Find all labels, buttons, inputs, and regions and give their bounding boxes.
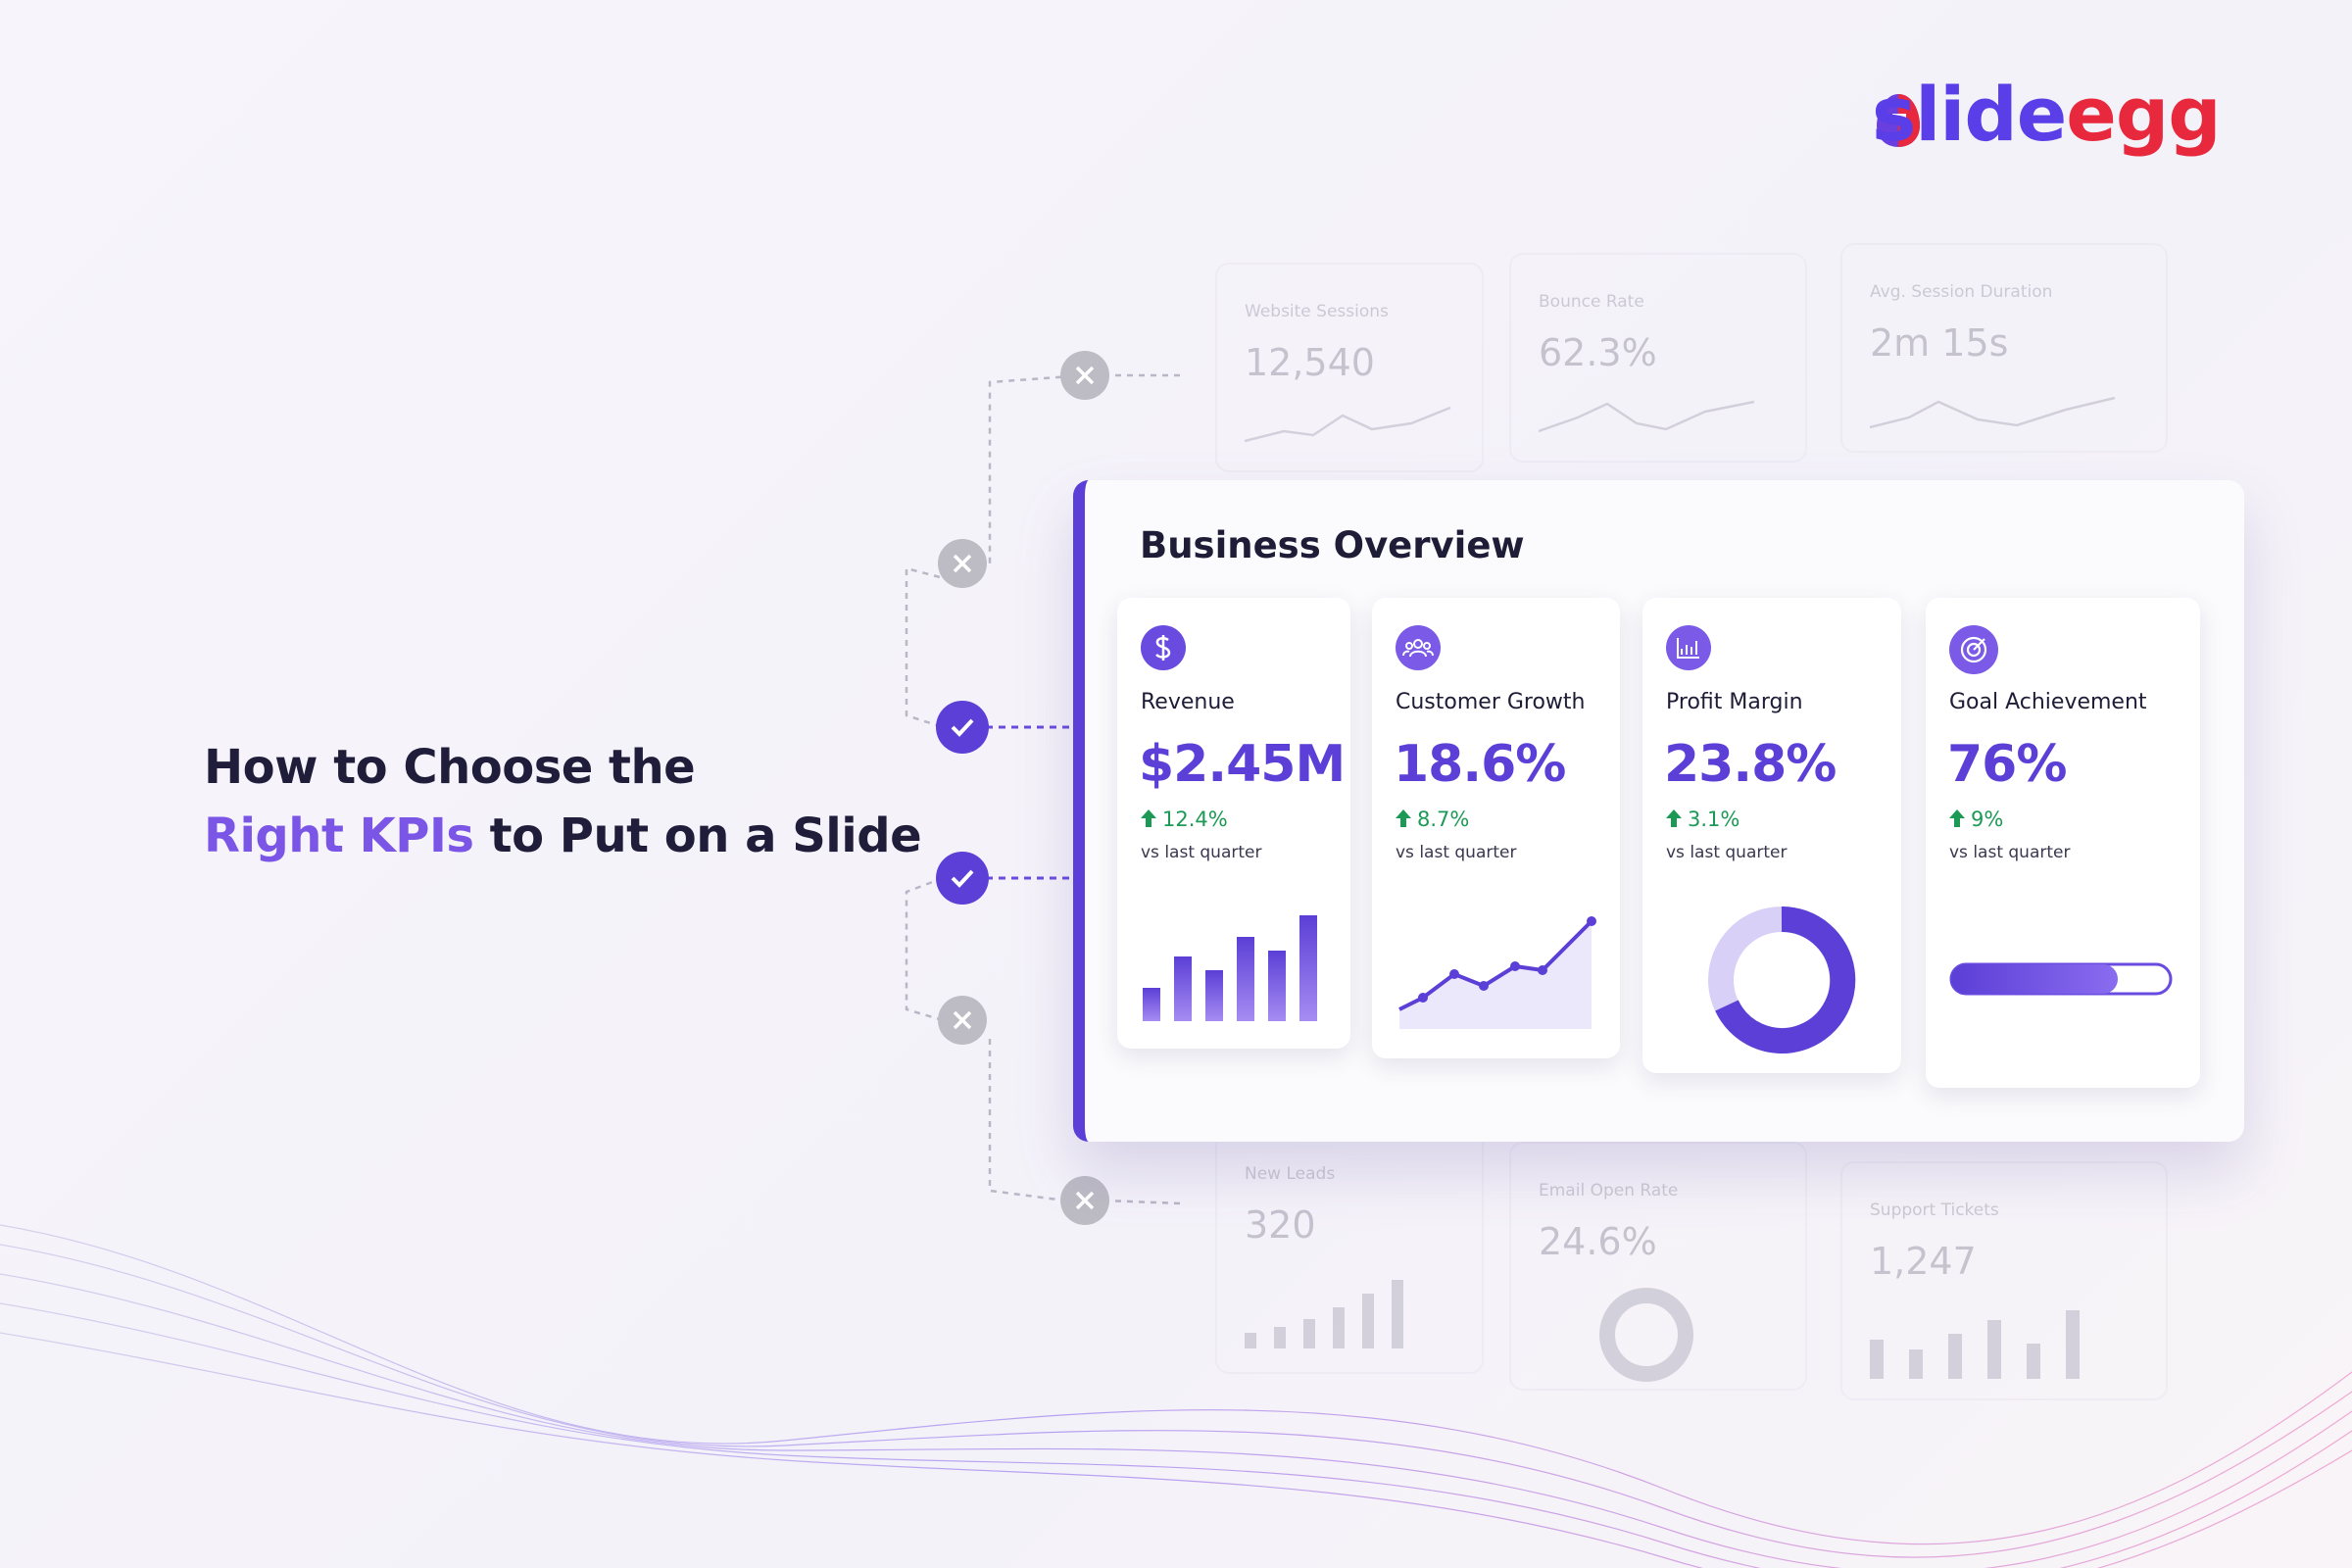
faded-card: Support Tickets 1,247 xyxy=(1840,1161,2168,1400)
sparkline xyxy=(1870,396,2116,429)
kpi-label: Revenue xyxy=(1141,690,1235,714)
waves xyxy=(0,1224,2352,1568)
card-label: Support Tickets xyxy=(1870,1200,1999,1220)
up-arrow xyxy=(1396,809,1411,827)
faded-card: Website Sessions 12,540 xyxy=(1215,263,1484,472)
card-label: Avg. Session Duration xyxy=(1870,282,2053,302)
kpi-change-text: 8.7% xyxy=(1417,808,1470,831)
line-art xyxy=(1398,916,1596,1029)
faded-card: New Leads 320 xyxy=(1215,1125,1484,1374)
brand-icon xyxy=(1877,94,1920,147)
kpi-change: 9% xyxy=(1949,808,2003,831)
headline: How to Choose the Right KPIs to Put on a… xyxy=(204,733,922,870)
kpi-change-text: 3.1% xyxy=(1688,808,1740,831)
headline-highlight: Right KPIs xyxy=(204,808,474,863)
brand-part: egg xyxy=(2066,71,2221,158)
bar-art xyxy=(1143,915,1317,1021)
sparkline xyxy=(1245,406,1451,443)
faded-card: Bounce Rate 62.3% xyxy=(1509,253,1807,463)
faded-card: Avg. Session Duration 2m 15s xyxy=(1840,243,2168,453)
connectors xyxy=(905,373,1182,1205)
kpi-label: Goal Achievement xyxy=(1949,690,2147,714)
kpi-note: vs last quarter xyxy=(1141,843,1262,862)
kpi-icon xyxy=(1666,625,1711,670)
kpi-card: Customer Growth 18.6% 8.7% vs last quart… xyxy=(1372,598,1620,1058)
kpi-icon xyxy=(1141,625,1186,670)
kpi-label: Customer Growth xyxy=(1396,690,1586,714)
kpi-icon xyxy=(1396,625,1441,670)
accept-marks xyxy=(936,701,989,905)
card-value: 2m 15s xyxy=(1870,321,2009,365)
donut-art xyxy=(1708,906,1856,1054)
kpi-label: Profit Margin xyxy=(1666,690,1803,714)
kpi-change: 3.1% xyxy=(1666,808,1740,831)
card-value: 24.6% xyxy=(1539,1220,1657,1263)
kpi-card: Goal Achievement 76% 9% vs last quarter xyxy=(1926,598,2200,1088)
card-value: 62.3% xyxy=(1539,331,1657,374)
kpi-value: $2.45M xyxy=(1139,735,1346,794)
kpi-value: 76% xyxy=(1947,735,2067,794)
kpi-icon xyxy=(1949,625,1998,674)
sparkline xyxy=(1539,400,1755,433)
headline-text: to Put on a Slide xyxy=(489,808,922,863)
kpi-value: 23.8% xyxy=(1664,735,1837,794)
up-arrow xyxy=(1666,809,1682,827)
bar-art xyxy=(1870,1310,2080,1379)
reject-marks xyxy=(938,351,1109,1225)
kpi-change-text: 9% xyxy=(1971,808,2004,831)
kpi-card: Profit Margin 23.8% 3.1% vs last quarter xyxy=(1642,598,1901,1073)
kpi-note: vs last quarter xyxy=(1949,843,2071,862)
headline-line: How to Choose the xyxy=(204,740,696,795)
card-value: 12,540 xyxy=(1245,341,1375,384)
kpi-note: vs last quarter xyxy=(1396,843,1517,862)
kpi-note: vs last quarter xyxy=(1666,843,1788,862)
card-value: 1,247 xyxy=(1870,1240,1977,1283)
card-label: New Leads xyxy=(1245,1164,1336,1184)
kpi-change: 8.7% xyxy=(1396,808,1469,831)
progress-art xyxy=(1949,962,2173,996)
up-arrow xyxy=(1141,809,1156,827)
card-label: Bounce Rate xyxy=(1539,292,1644,312)
kpi-value: 18.6% xyxy=(1394,735,1566,794)
headline-line: Right KPIs to Put on a Slide xyxy=(204,802,922,870)
selected-connectors xyxy=(986,725,1073,880)
card-value: 320 xyxy=(1245,1203,1316,1247)
panel-title: Business Overview xyxy=(1140,524,1525,566)
faded-card: Email Open Rate 24.6% xyxy=(1509,1142,1807,1391)
card-label: Website Sessions xyxy=(1245,302,1389,321)
bar-art xyxy=(1245,1280,1403,1348)
card-label: Email Open Rate xyxy=(1539,1181,1679,1200)
brand-part: slide xyxy=(1872,71,2067,158)
brand-logo: slideegg xyxy=(1872,71,2222,158)
kpi-card: Revenue $2.45M 12.4% vs last quarter xyxy=(1117,598,1350,1049)
kpi-change-text: 12.4% xyxy=(1162,808,1228,831)
donut-art xyxy=(1599,1288,1693,1382)
up-arrow xyxy=(1949,809,1965,827)
kpi-change: 12.4% xyxy=(1141,808,1228,831)
